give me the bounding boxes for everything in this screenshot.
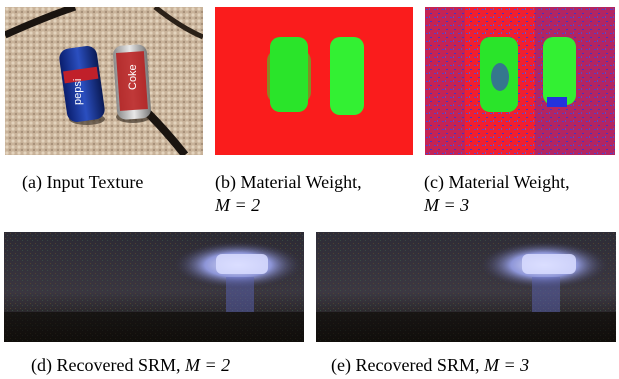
green-region-left (267, 37, 311, 112)
green-region-right (330, 37, 364, 115)
caption-a-text: (a) Input Texture (22, 172, 144, 192)
caption-d-text: (d) Recovered SRM, (31, 355, 181, 375)
panel-recovered-srm-m2 (4, 232, 304, 342)
caption-a: (a) Input Texture (22, 171, 143, 194)
panel-material-weight-m2 (215, 7, 413, 155)
caption-c-math: M = 3 (424, 195, 470, 215)
panel-recovered-srm-m3 (316, 232, 616, 342)
pepsi-label: pepsi (72, 79, 84, 105)
panel-input-texture: pepsi Coke (5, 7, 203, 155)
caption-b-text: (b) Material Weight, (215, 172, 362, 192)
caption-d: (d) Recovered SRM, M = 2 (31, 354, 230, 377)
caption-c: (c) Material Weight, M = 3 (424, 171, 570, 217)
pepsi-can: pepsi (59, 46, 105, 125)
coke-can: Coke (113, 44, 151, 123)
coke-label: Coke (127, 64, 139, 90)
panel-material-weight-m3 (425, 7, 615, 155)
caption-b-math: M = 2 (215, 195, 261, 215)
caption-e-math: M = 3 (483, 355, 530, 375)
caption-c-text: (c) Material Weight, (424, 172, 570, 192)
caption-e-text: (e) Recovered SRM, (331, 355, 480, 375)
caption-e: (e) Recovered SRM, M = 3 (331, 354, 529, 377)
caption-d-math: M = 2 (184, 355, 231, 375)
caption-b: (b) Material Weight, M = 2 (215, 171, 362, 217)
